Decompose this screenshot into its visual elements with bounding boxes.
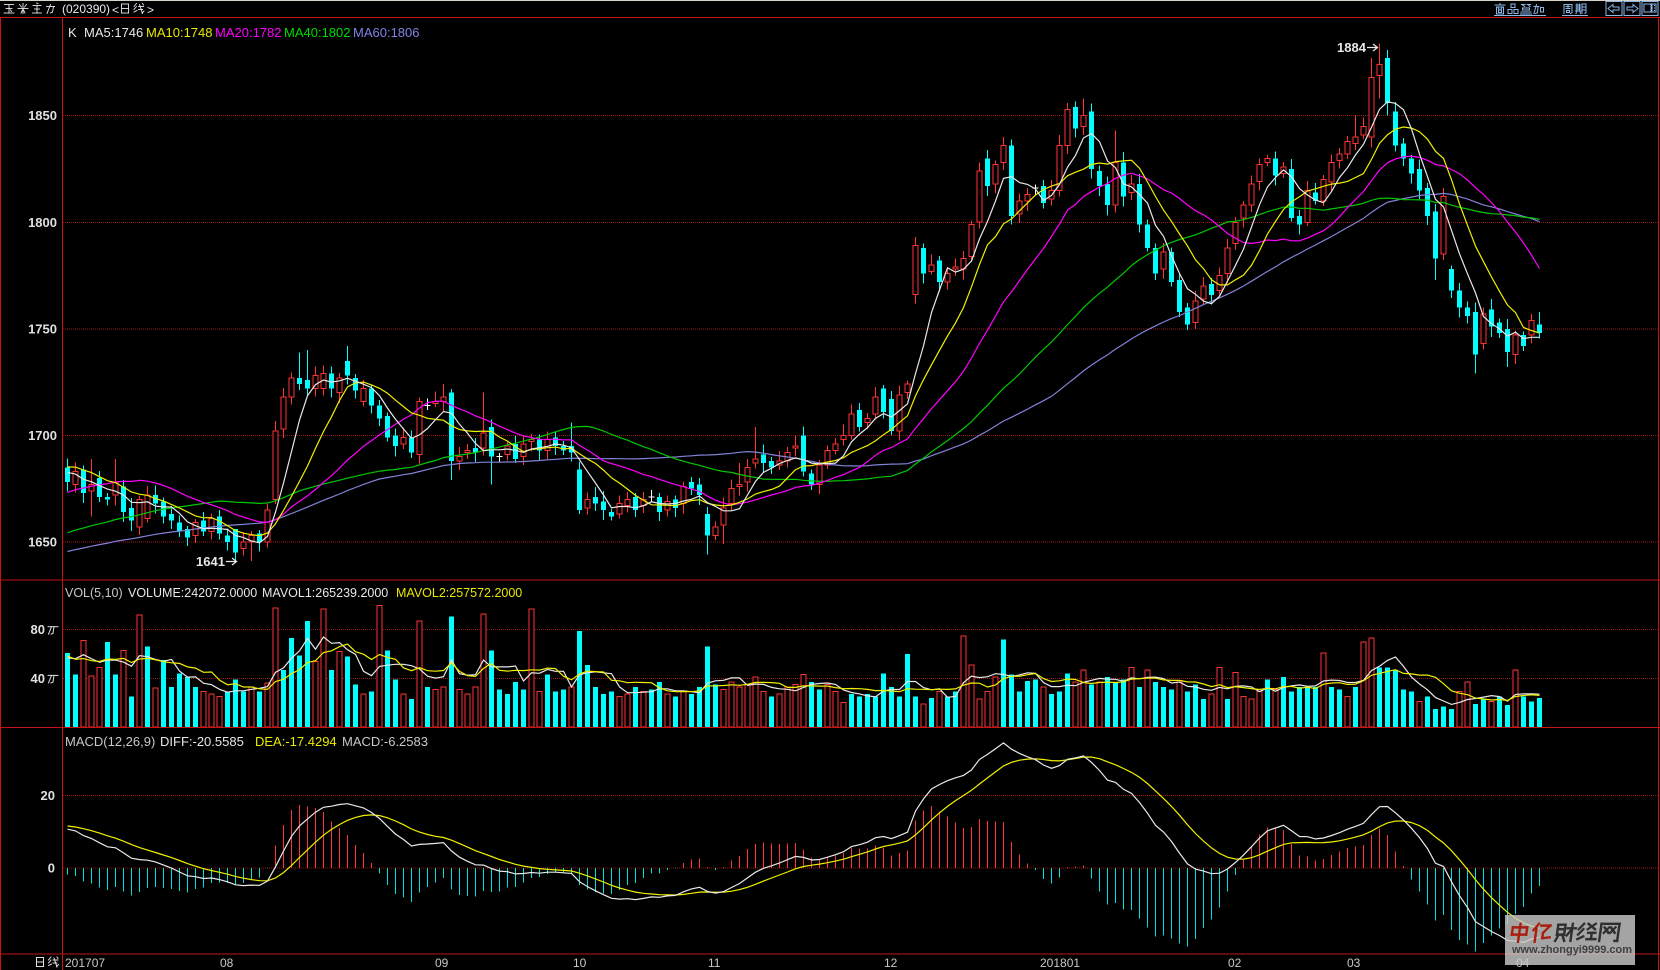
svg-text:201801: 201801 xyxy=(1040,956,1080,970)
svg-text:K: K xyxy=(68,25,77,40)
svg-text:MA40:1802: MA40:1802 xyxy=(284,25,351,40)
svg-text:(020390): (020390) xyxy=(62,2,110,16)
svg-text:VOLUME:242072.0000: VOLUME:242072.0000 xyxy=(128,586,257,600)
svg-text:1650: 1650 xyxy=(28,534,57,549)
svg-text:1884: 1884 xyxy=(1337,40,1367,55)
svg-text:10: 10 xyxy=(573,956,587,970)
svg-text:VOL(5,10): VOL(5,10) xyxy=(65,586,123,600)
svg-text:201707: 201707 xyxy=(65,956,105,970)
svg-text:DIFF:-20.5585: DIFF:-20.5585 xyxy=(160,734,244,749)
svg-text:08: 08 xyxy=(220,956,234,970)
svg-text:MACD(12,26,9): MACD(12,26,9) xyxy=(65,734,155,749)
svg-text:MACD:-6.2583: MACD:-6.2583 xyxy=(342,734,428,749)
svg-text:11: 11 xyxy=(708,956,721,970)
svg-text:03: 03 xyxy=(1347,956,1361,970)
svg-text:MA5:1746: MA5:1746 xyxy=(84,25,143,40)
svg-text:1800: 1800 xyxy=(28,215,57,230)
svg-text:1641: 1641 xyxy=(196,554,225,569)
svg-text:>: > xyxy=(147,3,154,17)
svg-text:1750: 1750 xyxy=(28,321,57,336)
svg-text:12: 12 xyxy=(884,956,898,970)
svg-text:04: 04 xyxy=(1516,956,1530,970)
svg-text:MA20:1782: MA20:1782 xyxy=(215,25,282,40)
svg-text:02: 02 xyxy=(1228,956,1242,970)
svg-text:1700: 1700 xyxy=(28,428,57,443)
svg-text:MA60:1806: MA60:1806 xyxy=(353,25,420,40)
svg-text:<: < xyxy=(112,3,119,17)
svg-text:MA10:1748: MA10:1748 xyxy=(146,25,213,40)
svg-text:0: 0 xyxy=(48,861,55,876)
svg-text:20: 20 xyxy=(41,788,55,803)
svg-text:www.zhongyi9999.com: www.zhongyi9999.com xyxy=(1511,944,1632,956)
svg-text:40: 40 xyxy=(31,671,45,686)
svg-text:DEA:-17.4294: DEA:-17.4294 xyxy=(255,734,337,749)
svg-text:80: 80 xyxy=(31,622,45,637)
svg-text:09: 09 xyxy=(435,956,449,970)
svg-text:MAVOL1:265239.2000: MAVOL1:265239.2000 xyxy=(262,586,388,600)
svg-text:MAVOL2:257572.2000: MAVOL2:257572.2000 xyxy=(396,586,522,600)
svg-text:1850: 1850 xyxy=(28,108,57,123)
